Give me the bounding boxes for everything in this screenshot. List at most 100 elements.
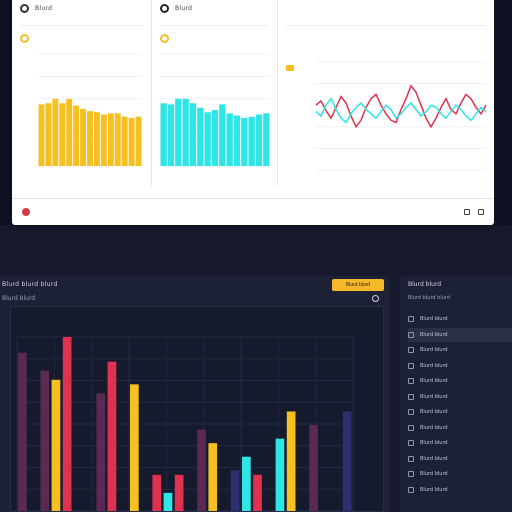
bar (211, 110, 219, 166)
side-list-label: Blurd blurd (420, 316, 448, 322)
bar (40, 370, 50, 511)
bar (230, 470, 240, 511)
bar (189, 103, 197, 166)
bar (18, 352, 27, 511)
list-icon (408, 471, 414, 477)
series-line-2 (315, 97, 487, 124)
ring-icon-yellow (20, 33, 29, 43)
side-list-item[interactable]: Blurd blurd (408, 483, 512, 497)
card-1-meta (20, 32, 143, 44)
bar (114, 113, 121, 166)
card-2-meta (160, 32, 269, 44)
side-list-item[interactable]: Blurd blurd (408, 312, 512, 326)
main-chart-area[interactable] (10, 306, 384, 512)
list-icon (408, 362, 414, 369)
side-list-item[interactable]: Blurd blurd (408, 405, 512, 419)
side-list-label: Blurd blurd (420, 409, 448, 415)
ring-icon (160, 3, 169, 13)
side-list-label: Blurd blurd (420, 486, 448, 493)
side-list-label: Blurd blurd (420, 471, 448, 477)
list-icon (408, 486, 414, 493)
list-icon (408, 455, 414, 462)
bar (197, 107, 204, 166)
metric-card-3[interactable] (278, 0, 494, 186)
list-icon (408, 393, 414, 400)
bar (197, 429, 206, 511)
bar (93, 112, 100, 166)
bar (38, 104, 45, 166)
card-2-title: Blurd (175, 4, 193, 12)
card-3-chart (315, 61, 487, 171)
bar (130, 384, 139, 511)
bar (204, 112, 211, 166)
bar (121, 116, 128, 166)
bar (253, 474, 262, 511)
settings-icon[interactable] (372, 295, 379, 302)
bar (163, 492, 173, 511)
bar (107, 113, 114, 166)
divider (160, 25, 269, 26)
side-panel-subtitle: Blurd blurd blurd (408, 295, 451, 301)
side-list-label: Blurd blurd (420, 378, 448, 384)
record-icon[interactable] (22, 208, 30, 216)
main-bar-chart (16, 336, 354, 511)
metric-card-1[interactable]: Blurd (12, 0, 152, 186)
bar (219, 104, 226, 166)
bar (309, 425, 318, 511)
bar (96, 393, 106, 511)
bar (62, 337, 72, 511)
list-icon (408, 378, 414, 384)
ring-icon-yellow (160, 33, 169, 43)
side-list-item[interactable]: Blurd blurd (408, 390, 512, 404)
side-list-item[interactable]: Blurd blurd (408, 467, 512, 481)
side-list-item[interactable]: Blurd blurd (408, 343, 512, 357)
card-2-header: Blurd (160, 2, 269, 14)
list-icon (408, 424, 414, 431)
yellow-badge (286, 65, 294, 71)
side-list-label: Blurd blurd (420, 393, 448, 400)
bar (241, 117, 248, 166)
side-list-item[interactable]: Blurd blurd (408, 421, 512, 435)
series-line-1 (315, 84, 487, 129)
side-panel-title: Blurd blurd (408, 281, 442, 288)
main-panel-subtitle: Blurd blurd (2, 295, 36, 302)
metric-card-2[interactable]: Blurd (152, 0, 278, 186)
list-icon (408, 440, 414, 446)
side-list-item[interactable]: Blurd blurd (408, 374, 512, 388)
main-panel-title: Blurd blurd blurd (2, 281, 58, 288)
bar (160, 103, 167, 166)
list-icon (408, 409, 414, 415)
alert-button[interactable]: Blurd blurd (332, 279, 384, 291)
side-list-label: Blurd blurd (420, 455, 448, 462)
expand-icon[interactable] (478, 209, 484, 215)
side-list-label: Blurd blurd (420, 331, 448, 338)
bar (174, 474, 184, 511)
bar (275, 438, 285, 511)
bar (45, 103, 52, 166)
side-list-label: Blurd blurd (420, 440, 448, 446)
top-dashboard-panel: Blurd Blurd (12, 0, 494, 225)
side-list-item[interactable]: Blurd blurd (408, 359, 512, 373)
right-gutter (494, 0, 512, 225)
side-list-item[interactable]: Blurd blurd (408, 436, 512, 450)
card-2-chart (160, 53, 270, 167)
left-gutter (0, 0, 12, 225)
bar (263, 113, 270, 166)
bar (208, 443, 218, 511)
side-list-item[interactable]: Blurd blurd (408, 327, 512, 342)
divider (20, 25, 143, 26)
list-icon (408, 316, 414, 322)
side-list-item[interactable]: Blurd blurd (408, 452, 512, 466)
bar (167, 104, 175, 166)
ring-icon (20, 3, 29, 13)
window-icon[interactable] (464, 209, 470, 215)
list-icon (408, 347, 414, 353)
bar (242, 456, 251, 511)
top-panel-footer (12, 198, 494, 225)
side-list-panel: Blurd blurd Blurd blurd blurd Blurd blur… (400, 276, 512, 512)
bar (87, 111, 93, 166)
list-icon (408, 331, 414, 338)
bar (52, 98, 59, 166)
bar (182, 98, 189, 166)
divider (286, 25, 486, 26)
